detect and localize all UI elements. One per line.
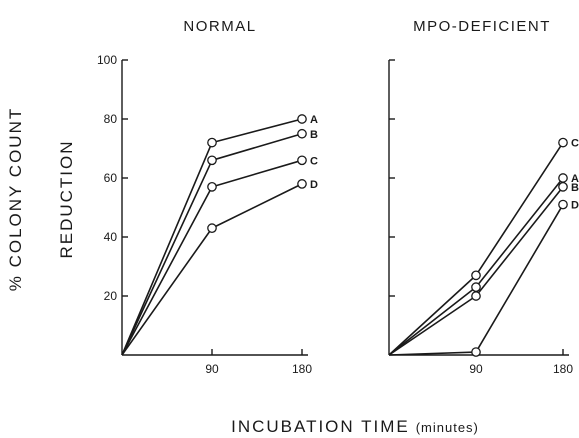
data-point-c: [207, 182, 217, 192]
y-tick-label: 40: [104, 230, 118, 244]
data-point-d: [471, 347, 481, 357]
series-line-a: [121, 118, 303, 356]
series-label-d: D: [310, 179, 318, 191]
series-label-a: A: [310, 114, 318, 126]
data-point-a: [297, 114, 307, 124]
left-panel-title: NORMAL: [183, 18, 256, 35]
mpo-deficient-panel: 90 180 C ABD: [388, 59, 579, 376]
x-axis-label: INCUBATION TIME (minutes): [231, 417, 479, 436]
y-axis-label-line2: REDUCTION: [57, 139, 76, 258]
data-point-c: [471, 270, 481, 281]
data-point-b: [471, 291, 481, 301]
y-tick-label: 100: [97, 53, 117, 67]
x-tick-label: 180: [292, 362, 312, 376]
data-point-a: [471, 282, 481, 292]
right-panel-title: MPO-DEFICIENT: [413, 18, 551, 35]
data-point-d: [207, 223, 217, 233]
series-line-a: [388, 177, 564, 356]
series-label-c: C: [571, 138, 579, 150]
data-point-b: [558, 182, 568, 192]
series-label-a: A: [571, 173, 579, 185]
data-point-a: [558, 173, 568, 183]
data-point-c: [558, 137, 568, 148]
series-label-d: D: [571, 200, 579, 212]
series-label-b: B: [310, 129, 318, 141]
series-line-b: [121, 132, 303, 356]
data-point-b: [297, 128, 307, 139]
data-point-d: [558, 199, 568, 210]
x-tick-label: 180: [553, 362, 573, 376]
y-axis-label-line1: % COLONY COUNT: [6, 107, 25, 292]
x-axis-label-main: INCUBATION TIME: [231, 417, 410, 436]
y-tick-label: 20: [104, 289, 118, 303]
y-tick-label: 80: [104, 112, 118, 126]
data-point-b: [207, 155, 217, 166]
series-line-d: [121, 183, 303, 356]
data-point-a: [207, 137, 217, 148]
data-point-d: [297, 179, 307, 189]
normal-panel: 100 80 60 40 20 90 180 AB CD: [97, 53, 318, 376]
x-tick-label: 90: [205, 362, 219, 376]
data-point-c: [297, 155, 307, 166]
x-tick-label: 90: [469, 362, 483, 376]
x-axis-label-unit: (minutes): [416, 420, 479, 435]
series-label-b: B: [571, 182, 579, 194]
y-tick-label: 60: [104, 171, 118, 185]
series-label-c: C: [310, 155, 318, 167]
